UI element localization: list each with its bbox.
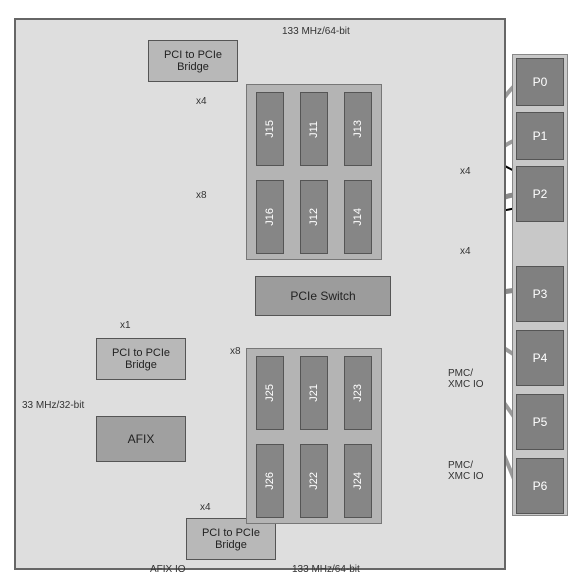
slot-label-J14: J14	[352, 208, 364, 226]
slot-J22: J22	[300, 444, 328, 518]
slot-label-J13: J13	[352, 120, 364, 138]
label-bot_133: 133 MHz/64-bit	[292, 564, 360, 575]
port-P6: P6	[516, 458, 564, 514]
slot-label-J16: J16	[264, 208, 276, 226]
slot-label-J26: J26	[264, 472, 276, 490]
slot-J14: J14	[344, 180, 372, 254]
slot-J15: J15	[256, 92, 284, 166]
label-x1: x1	[120, 320, 131, 331]
label-x4_r2: x4	[460, 246, 471, 257]
label-pmc2: PMC/ XMC IO	[448, 460, 484, 482]
label-x4_b: x4	[200, 502, 211, 513]
slot-label-J15: J15	[264, 120, 276, 138]
label-top_133: 133 MHz/64-bit	[282, 26, 350, 37]
port-P3: P3	[516, 266, 564, 322]
slot-J13: J13	[344, 92, 372, 166]
label-x8_b: x8	[230, 346, 241, 357]
slot-label-J11: J11	[308, 121, 320, 138]
slot-J26: J26	[256, 444, 284, 518]
label-x4_r1: x4	[460, 166, 471, 177]
block-bridge_bot: PCI to PCIe Bridge	[186, 518, 276, 560]
block-switch: PCIe Switch	[255, 276, 391, 316]
port-P0: P0	[516, 58, 564, 106]
slot-label-J12: J12	[308, 208, 320, 226]
block-bridge_left: PCI to PCIe Bridge	[96, 338, 186, 380]
slot-J24: J24	[344, 444, 372, 518]
slot-label-J21: J21	[308, 384, 320, 402]
slot-J16: J16	[256, 180, 284, 254]
slot-J23: J23	[344, 356, 372, 430]
block-afix: AFIX	[96, 416, 186, 462]
label-afixio: AFIX IO	[150, 564, 186, 575]
slot-J11: J11	[300, 92, 328, 166]
port-P1: P1	[516, 112, 564, 160]
port-P2: P2	[516, 166, 564, 222]
port-P4: P4	[516, 330, 564, 386]
slot-label-J25: J25	[264, 384, 276, 402]
label-left_33: 33 MHz/32-bit	[22, 400, 84, 411]
slot-J25: J25	[256, 356, 284, 430]
port-P5: P5	[516, 394, 564, 450]
slot-J12: J12	[300, 180, 328, 254]
label-x8_a: x8	[196, 190, 207, 201]
block-bridge_top: PCI to PCIe Bridge	[148, 40, 238, 82]
slot-label-J24: J24	[352, 472, 364, 490]
label-x4_a: x4	[196, 96, 207, 107]
slot-label-J22: J22	[308, 472, 320, 490]
slot-label-J23: J23	[352, 384, 364, 402]
label-pmc1: PMC/ XMC IO	[448, 368, 484, 390]
slot-J21: J21	[300, 356, 328, 430]
